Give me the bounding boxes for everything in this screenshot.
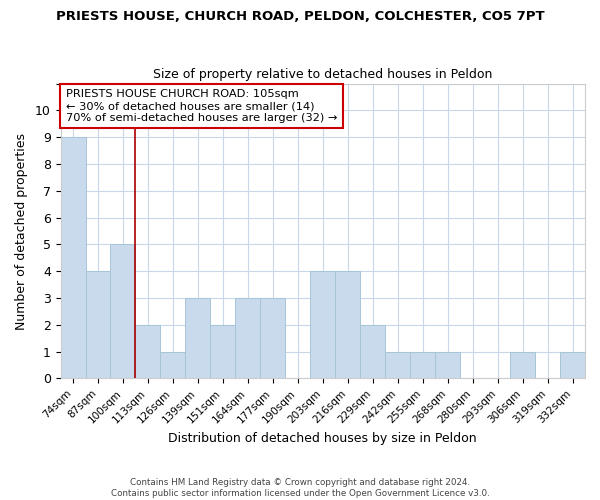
- Bar: [560, 352, 585, 378]
- Text: Contains HM Land Registry data © Crown copyright and database right 2024.
Contai: Contains HM Land Registry data © Crown c…: [110, 478, 490, 498]
- Bar: [211, 325, 235, 378]
- Text: PRIESTS HOUSE CHURCH ROAD: 105sqm
← 30% of detached houses are smaller (14)
70% : PRIESTS HOUSE CHURCH ROAD: 105sqm ← 30% …: [66, 90, 337, 122]
- Bar: [160, 352, 185, 378]
- Bar: [410, 352, 435, 378]
- Title: Size of property relative to detached houses in Peldon: Size of property relative to detached ho…: [153, 68, 493, 81]
- Bar: [235, 298, 260, 378]
- Bar: [260, 298, 286, 378]
- Bar: [360, 325, 385, 378]
- Bar: [385, 352, 410, 378]
- Y-axis label: Number of detached properties: Number of detached properties: [15, 132, 28, 330]
- Bar: [185, 298, 211, 378]
- Bar: [136, 325, 160, 378]
- Bar: [61, 137, 86, 378]
- Bar: [335, 271, 360, 378]
- X-axis label: Distribution of detached houses by size in Peldon: Distribution of detached houses by size …: [169, 432, 477, 445]
- Bar: [510, 352, 535, 378]
- Bar: [110, 244, 136, 378]
- Bar: [86, 271, 110, 378]
- Bar: [310, 271, 335, 378]
- Bar: [435, 352, 460, 378]
- Text: PRIESTS HOUSE, CHURCH ROAD, PELDON, COLCHESTER, CO5 7PT: PRIESTS HOUSE, CHURCH ROAD, PELDON, COLC…: [56, 10, 544, 23]
